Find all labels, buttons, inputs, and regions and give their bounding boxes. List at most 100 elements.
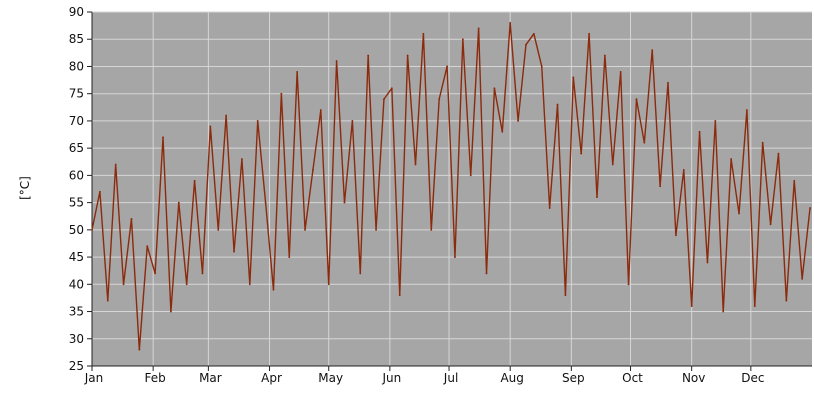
temperature-point [256,120,259,122]
temperature-point [540,65,543,68]
temperature-point [635,98,638,101]
temperature-point [509,21,512,24]
temperature-point [588,32,590,35]
temperature-point [383,98,385,101]
temperature-point [603,54,606,57]
y-axis-label: [°C] [18,176,32,200]
temperature-point [98,190,101,193]
temperature-point [580,152,583,155]
y-tick-label: 45 [69,250,84,264]
temperature-point [793,179,796,182]
temperature-point [746,109,748,111]
temperature-point [225,114,228,117]
temperature-point [241,158,243,160]
temperature-point [367,54,370,57]
temperature-point [753,305,756,307]
temperature-point [493,87,496,90]
temperature-point [454,256,456,258]
temperature-point [201,272,204,275]
y-tick-label: 40 [69,277,84,291]
temperature-point [556,103,559,106]
temperature-point [280,92,283,95]
y-tick-label: 30 [69,332,84,346]
temperature-point [485,272,488,275]
temperature-point [146,245,149,248]
temperature-point [154,272,157,275]
temperature-point [627,283,630,286]
y-tick-label: 50 [69,223,84,237]
x-tick-label: Aug [500,371,523,385]
temperature-point [327,283,330,286]
temperature-point [469,174,472,177]
temperature-point [398,294,401,297]
temperature-point [651,49,654,52]
y-tick-label: 80 [69,59,84,73]
x-tick-label: May [318,371,343,385]
temperature-point [596,196,598,199]
temperature-point [801,277,804,280]
y-tick-label: 60 [69,168,84,182]
temperature-point [682,169,685,171]
temperature-point [667,81,669,84]
y-tick-label: 65 [69,141,84,155]
temperature-point [619,71,622,73]
temperature-point [343,201,346,204]
temperature-point [461,38,464,41]
x-tick-label: Dec [741,371,764,385]
temperature-point [138,348,141,351]
temperature-point [390,87,393,90]
x-tick-label: Apr [261,371,282,385]
temperature-point [312,169,314,171]
temperature-point [162,136,164,139]
x-tick-label: Nov [682,371,705,385]
temperature-point [130,218,133,220]
temperature-point [406,54,409,57]
temperature-point [706,261,709,264]
temperature-point [185,283,188,286]
temperature-point [572,76,575,79]
temperature-point [690,305,693,307]
temperature-point [296,71,299,73]
temperature-point [177,201,180,204]
temperature-point [217,228,220,231]
x-tick-label: Oct [622,371,643,385]
x-tick-label: Jun [381,371,401,385]
temperature-point [91,228,93,231]
temperature-point [738,212,740,215]
temperature-point [170,310,172,313]
temperature-point [564,294,567,297]
y-tick-label: 90 [69,5,84,19]
temperature-point [438,98,441,101]
temperature-point [446,65,448,68]
temperature-point [106,299,109,302]
temperature-point [193,179,196,182]
temperature-point [674,234,677,237]
temperature-point [769,223,772,226]
temperature-point [233,250,235,253]
temperature-point [809,207,811,209]
temperature-point [430,228,433,231]
temperature-point [525,43,527,46]
temperature-point [698,130,701,133]
temperature-point [517,120,519,122]
temperature-point [304,228,306,231]
temperature-point [422,32,425,35]
temperature-point [375,228,377,231]
series-layer [91,21,811,351]
temperature-series-line [91,22,811,351]
temperature-point [722,310,725,313]
temperature-point [761,141,764,144]
temperature-point [351,120,354,122]
temperature-point [209,125,212,128]
x-tick-label: Mar [199,371,222,385]
temperature-point [264,201,267,204]
y-tick-label: 35 [69,305,84,319]
temperature-point [643,141,646,144]
x-tick-label: Jul [443,371,458,385]
temperature-point [288,256,291,258]
temperature-point [659,185,662,188]
temperature-point [272,288,275,291]
temperature-point [777,152,780,155]
